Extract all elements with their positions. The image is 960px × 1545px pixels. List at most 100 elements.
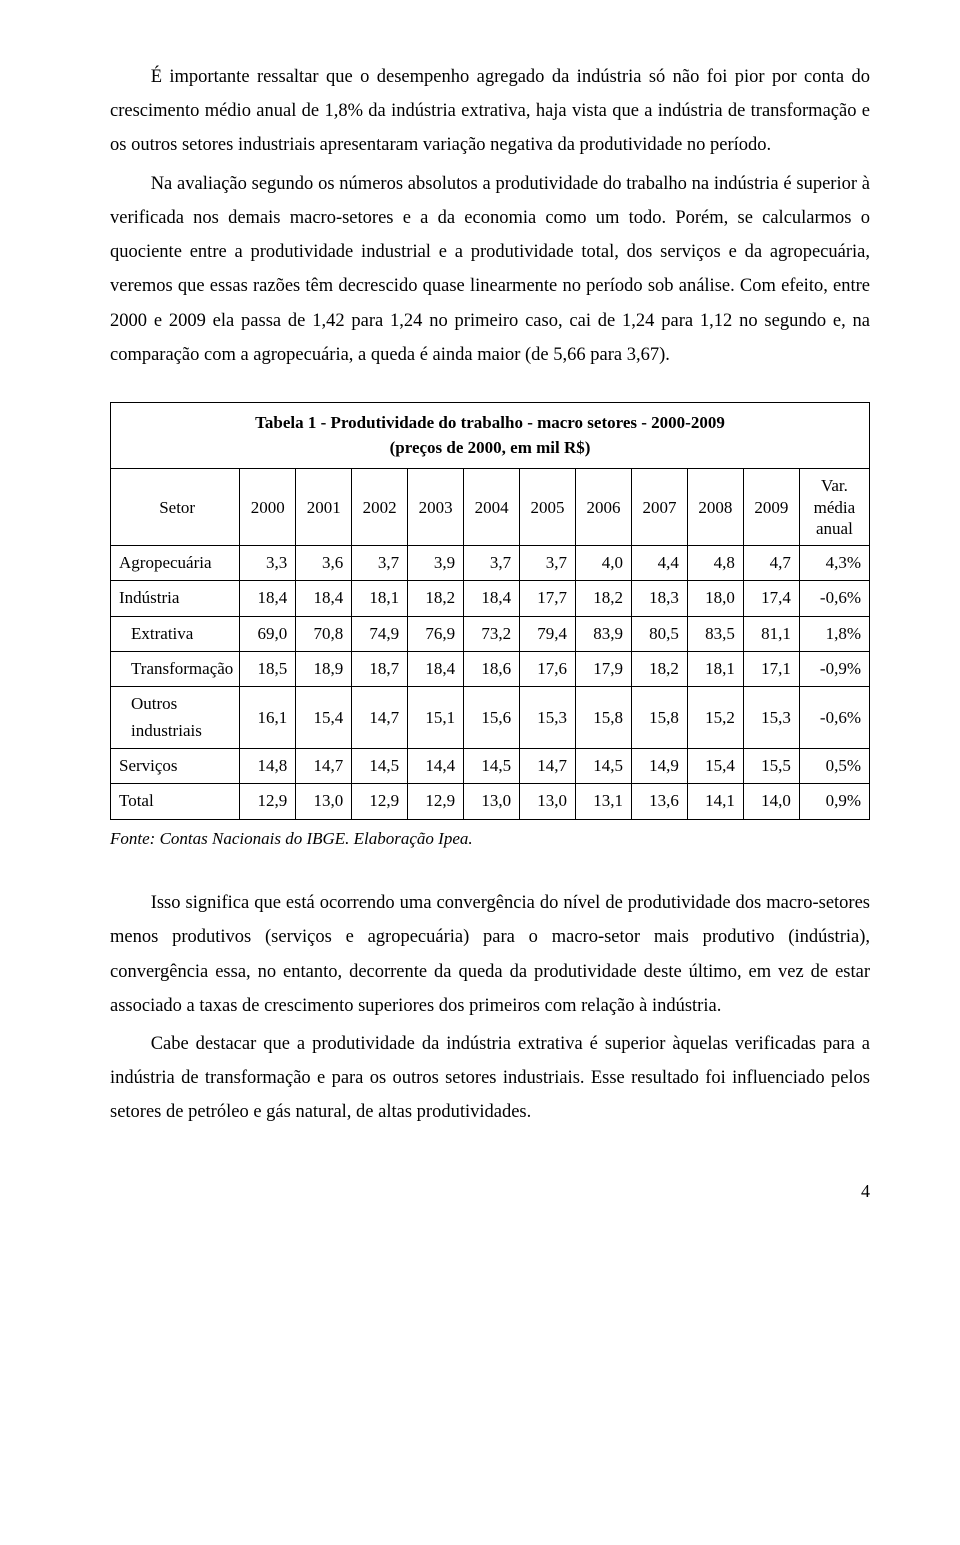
table-cell: 18,2 (576, 581, 632, 616)
table-cell: 13,6 (631, 784, 687, 819)
table-cell: 0,9% (799, 784, 869, 819)
table-cell: 18,0 (687, 581, 743, 616)
table-cell: 14,9 (631, 749, 687, 784)
table-cell: 3,7 (352, 546, 408, 581)
table-title-line1: Tabela 1 - Produtividade do trabalho - m… (255, 413, 725, 432)
table-cell: 18,2 (408, 581, 464, 616)
table-cell: 4,0 (576, 546, 632, 581)
table-cell: 4,3% (799, 546, 869, 581)
page-number: 4 (110, 1178, 870, 1206)
table-row: Serviços14,814,714,514,414,514,714,514,9… (111, 749, 870, 784)
table-cell: 18,3 (631, 581, 687, 616)
table-cell: 18,6 (464, 652, 520, 687)
table-cell: 16,1 (240, 687, 296, 749)
table-header-cell: 2003 (408, 469, 464, 546)
table-cell: 18,4 (408, 652, 464, 687)
table-cell: 17,1 (743, 652, 799, 687)
table-cell: 14,8 (240, 749, 296, 784)
table-cell: 12,9 (408, 784, 464, 819)
table-header-cell: Var.médiaanual (799, 469, 869, 546)
table-cell: 15,3 (520, 687, 576, 749)
table-cell: 15,8 (631, 687, 687, 749)
table-cell: 14,7 (296, 749, 352, 784)
table-cell: 18,2 (631, 652, 687, 687)
table-cell: 15,1 (408, 687, 464, 749)
table-header-cell: 2007 (631, 469, 687, 546)
table-cell: 4,7 (743, 546, 799, 581)
table-1-container: Tabela 1 - Produtividade do trabalho - m… (110, 402, 870, 820)
table-cell: 17,6 (520, 652, 576, 687)
table-row: Extrativa69,070,874,976,973,279,483,980,… (111, 616, 870, 651)
table-cell: 0,5% (799, 749, 869, 784)
table-1: Tabela 1 - Produtividade do trabalho - m… (110, 402, 870, 820)
table-cell: -0,9% (799, 652, 869, 687)
table-cell: 15,4 (687, 749, 743, 784)
table-cell: 3,7 (520, 546, 576, 581)
paragraph-2: Na avaliação segundo os números absoluto… (110, 167, 870, 372)
row-label: Transformação (111, 652, 240, 687)
table-cell: 18,9 (296, 652, 352, 687)
table-cell: 17,4 (743, 581, 799, 616)
table-cell: 3,6 (296, 546, 352, 581)
table-cell: 13,0 (296, 784, 352, 819)
table-header-cell: 2008 (687, 469, 743, 546)
paragraph-3: Isso significa que está ocorrendo uma co… (110, 886, 870, 1023)
table-cell: 3,9 (408, 546, 464, 581)
table-header-cell: 2004 (464, 469, 520, 546)
table-cell: 18,5 (240, 652, 296, 687)
table-cell: 3,7 (464, 546, 520, 581)
table-cell: 69,0 (240, 616, 296, 651)
table-cell: 17,7 (520, 581, 576, 616)
table-cell: 14,5 (464, 749, 520, 784)
table-title-cell: Tabela 1 - Produtividade do trabalho - m… (111, 402, 870, 468)
table-header-cell: 2009 (743, 469, 799, 546)
table-row: Total12,913,012,912,913,013,013,113,614,… (111, 784, 870, 819)
table-row: Agropecuária3,33,63,73,93,73,74,04,44,84… (111, 546, 870, 581)
table-cell: 1,8% (799, 616, 869, 651)
table-cell: 18,4 (296, 581, 352, 616)
table-cell: 3,3 (240, 546, 296, 581)
row-label: Indústria (111, 581, 240, 616)
table-cell: 76,9 (408, 616, 464, 651)
table-cell: 83,5 (687, 616, 743, 651)
table-cell: 12,9 (240, 784, 296, 819)
row-label: Agropecuária (111, 546, 240, 581)
table-row: Transformação18,518,918,718,418,617,617,… (111, 652, 870, 687)
table-cell: 15,3 (743, 687, 799, 749)
table-cell: 18,7 (352, 652, 408, 687)
table-cell: 14,7 (352, 687, 408, 749)
table-cell: 4,4 (631, 546, 687, 581)
table-cell: 14,7 (520, 749, 576, 784)
row-label: Serviços (111, 749, 240, 784)
table-cell: 81,1 (743, 616, 799, 651)
table-cell: -0,6% (799, 687, 869, 749)
table-cell: 13,1 (576, 784, 632, 819)
table-cell: 17,9 (576, 652, 632, 687)
table-cell: 15,5 (743, 749, 799, 784)
table-cell: 74,9 (352, 616, 408, 651)
table-cell: 70,8 (296, 616, 352, 651)
table-cell: 83,9 (576, 616, 632, 651)
table-cell: 14,5 (352, 749, 408, 784)
table-source: Fonte: Contas Nacionais do IBGE. Elabora… (110, 826, 870, 852)
table-cell: 73,2 (464, 616, 520, 651)
row-label: Outros industriais (111, 687, 240, 749)
table-row: Outros industriais16,115,414,715,115,615… (111, 687, 870, 749)
table-header-row: Setor20002001200220032004200520062007200… (111, 469, 870, 546)
table-cell: 80,5 (631, 616, 687, 651)
table-cell: 15,4 (296, 687, 352, 749)
table-cell: 79,4 (520, 616, 576, 651)
table-cell: 15,2 (687, 687, 743, 749)
table-header-cell: Setor (111, 469, 240, 546)
table-cell: 4,8 (687, 546, 743, 581)
table-cell: -0,6% (799, 581, 869, 616)
table-header-cell: 2005 (520, 469, 576, 546)
table-header-cell: 2001 (296, 469, 352, 546)
table-title-line2: (preços de 2000, em mil R$) (390, 438, 591, 457)
table-header-cell: 2006 (576, 469, 632, 546)
row-label: Total (111, 784, 240, 819)
row-label: Extrativa (111, 616, 240, 651)
table-cell: 14,1 (687, 784, 743, 819)
table-header-cell: 2000 (240, 469, 296, 546)
table-cell: 15,8 (576, 687, 632, 749)
